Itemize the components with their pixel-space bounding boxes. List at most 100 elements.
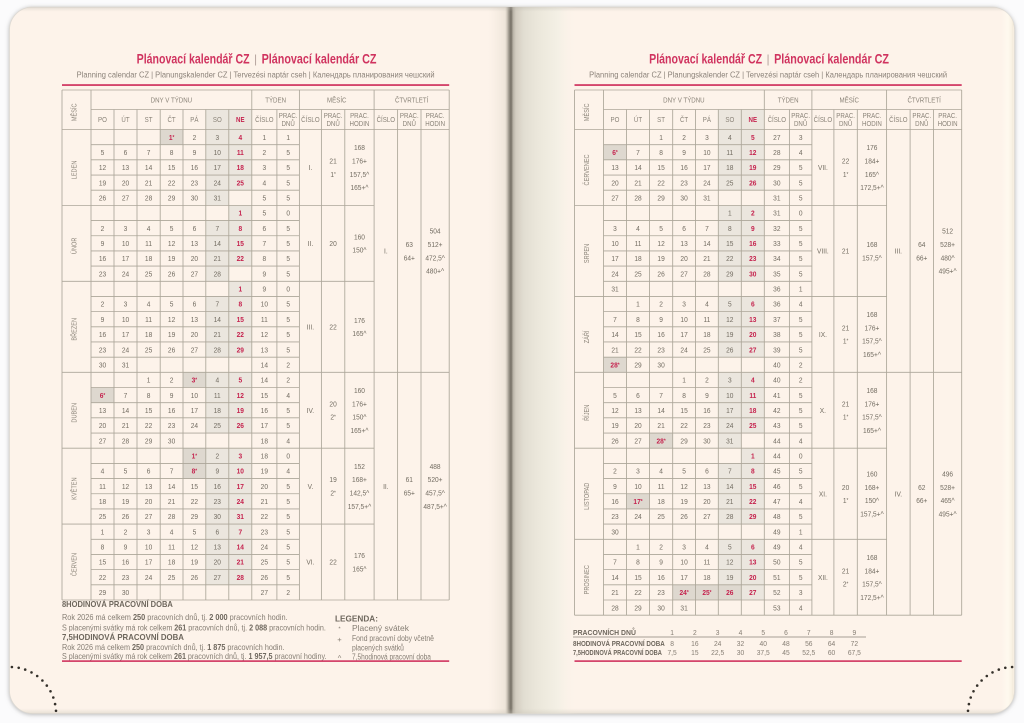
svg-text:21: 21 bbox=[214, 256, 221, 263]
svg-text:5: 5 bbox=[751, 134, 755, 141]
svg-text:22: 22 bbox=[191, 499, 198, 506]
svg-text:18: 18 bbox=[145, 332, 152, 339]
svg-text:16: 16 bbox=[657, 575, 664, 582]
svg-text:15: 15 bbox=[749, 484, 756, 491]
svg-text:24: 24 bbox=[261, 544, 268, 551]
svg-text:26: 26 bbox=[237, 423, 244, 430]
svg-text:2: 2 bbox=[286, 377, 290, 384]
svg-text:11: 11 bbox=[261, 317, 268, 324]
svg-text:24: 24 bbox=[680, 347, 687, 354]
svg-text:17: 17 bbox=[611, 256, 618, 263]
svg-text:DNŮ: DNŮ bbox=[839, 119, 853, 129]
svg-text:22: 22 bbox=[145, 423, 152, 430]
svg-text:21: 21 bbox=[168, 499, 175, 506]
svg-text:14: 14 bbox=[261, 377, 268, 384]
svg-text:17: 17 bbox=[261, 423, 268, 430]
svg-text:168: 168 bbox=[866, 242, 877, 249]
svg-text:25: 25 bbox=[168, 575, 175, 582]
svg-text:Planning calendar CZ | Planung: Planning calendar CZ | Planungskalender … bbox=[77, 70, 435, 80]
svg-text:17: 17 bbox=[191, 408, 198, 415]
svg-text:9: 9 bbox=[613, 484, 617, 491]
svg-text:5: 5 bbox=[799, 484, 803, 491]
svg-text:12: 12 bbox=[726, 317, 733, 324]
svg-text:4: 4 bbox=[799, 605, 803, 612]
svg-text:31: 31 bbox=[214, 195, 221, 202]
svg-text:16: 16 bbox=[122, 559, 129, 566]
svg-text:1: 1 bbox=[728, 210, 732, 217]
svg-text:31: 31 bbox=[773, 210, 780, 217]
svg-text:5: 5 bbox=[799, 514, 803, 521]
svg-text:12: 12 bbox=[657, 241, 664, 248]
svg-text:4: 4 bbox=[170, 529, 174, 536]
svg-text:4: 4 bbox=[705, 544, 709, 551]
svg-text:7: 7 bbox=[636, 150, 640, 157]
svg-text:DNŮ: DNŮ bbox=[281, 119, 295, 129]
svg-text:2: 2 bbox=[693, 629, 697, 637]
svg-text:MĚSÍC: MĚSÍC bbox=[840, 95, 860, 105]
svg-text:30: 30 bbox=[680, 195, 687, 202]
svg-text:7: 7 bbox=[613, 317, 617, 324]
svg-text:5: 5 bbox=[286, 301, 290, 308]
svg-text:17*: 17* bbox=[633, 499, 642, 506]
svg-text:5: 5 bbox=[613, 392, 617, 399]
svg-text:32: 32 bbox=[773, 226, 780, 233]
svg-text:ZÁŘÍ: ZÁŘÍ bbox=[581, 330, 591, 343]
svg-text:ÚNOR: ÚNOR bbox=[69, 237, 79, 254]
svg-text:176: 176 bbox=[866, 145, 877, 152]
svg-text:PÁ: PÁ bbox=[703, 115, 712, 125]
svg-text:12: 12 bbox=[191, 544, 198, 551]
svg-text:2: 2 bbox=[124, 529, 128, 536]
svg-text:27: 27 bbox=[191, 347, 198, 354]
svg-text:41: 41 bbox=[773, 392, 780, 399]
svg-text:60: 60 bbox=[828, 649, 835, 657]
svg-text:Placený svátek: Placený svátek bbox=[352, 623, 410, 633]
svg-text:13: 13 bbox=[634, 408, 641, 415]
svg-text:24: 24 bbox=[122, 271, 129, 278]
svg-text:4: 4 bbox=[739, 629, 743, 637]
svg-text:24: 24 bbox=[214, 180, 221, 187]
svg-text:20: 20 bbox=[749, 332, 756, 339]
svg-text:20: 20 bbox=[329, 241, 336, 248]
svg-text:1: 1 bbox=[636, 544, 640, 551]
svg-text:28: 28 bbox=[703, 271, 710, 278]
svg-text:21: 21 bbox=[611, 347, 618, 354]
svg-text:3: 3 bbox=[799, 134, 803, 141]
svg-text:6: 6 bbox=[751, 301, 755, 308]
svg-text:19: 19 bbox=[680, 499, 687, 506]
svg-text:3: 3 bbox=[147, 529, 151, 536]
svg-text:19: 19 bbox=[749, 165, 756, 172]
svg-text:7: 7 bbox=[807, 629, 811, 637]
svg-text:10: 10 bbox=[611, 241, 618, 248]
svg-text:8: 8 bbox=[101, 544, 105, 551]
svg-text:5: 5 bbox=[799, 332, 803, 339]
svg-text:157,5^: 157,5^ bbox=[862, 338, 882, 345]
svg-text:2*: 2* bbox=[330, 414, 336, 421]
svg-text:9: 9 bbox=[193, 150, 197, 157]
svg-text:8: 8 bbox=[170, 150, 174, 157]
svg-text:18: 18 bbox=[634, 256, 641, 263]
svg-text:PRAC.: PRAC. bbox=[791, 113, 810, 120]
svg-text:5: 5 bbox=[286, 317, 290, 324]
svg-text:PÁ: PÁ bbox=[190, 115, 199, 125]
svg-text:5: 5 bbox=[799, 317, 803, 324]
svg-text:40: 40 bbox=[773, 377, 780, 384]
svg-text:I.: I. bbox=[309, 165, 313, 172]
svg-text:31: 31 bbox=[726, 438, 733, 445]
svg-text:15: 15 bbox=[726, 241, 733, 248]
svg-text:29: 29 bbox=[634, 362, 641, 369]
svg-text:67,5: 67,5 bbox=[848, 649, 861, 657]
svg-text:18: 18 bbox=[703, 332, 710, 339]
svg-text:184+: 184+ bbox=[865, 158, 880, 165]
svg-text:512+: 512+ bbox=[428, 242, 443, 249]
svg-text:ÚT: ÚT bbox=[634, 115, 642, 125]
svg-text:27: 27 bbox=[749, 347, 756, 354]
svg-text:5: 5 bbox=[799, 241, 803, 248]
svg-text:23: 23 bbox=[122, 575, 129, 582]
svg-text:PRAC.: PRAC. bbox=[279, 113, 298, 120]
svg-text:PO: PO bbox=[611, 117, 620, 124]
svg-text:19: 19 bbox=[726, 332, 733, 339]
svg-text:13: 13 bbox=[611, 165, 618, 172]
svg-text:VII.: VII. bbox=[818, 165, 828, 172]
svg-text:31: 31 bbox=[703, 195, 710, 202]
svg-text:40: 40 bbox=[773, 362, 780, 369]
